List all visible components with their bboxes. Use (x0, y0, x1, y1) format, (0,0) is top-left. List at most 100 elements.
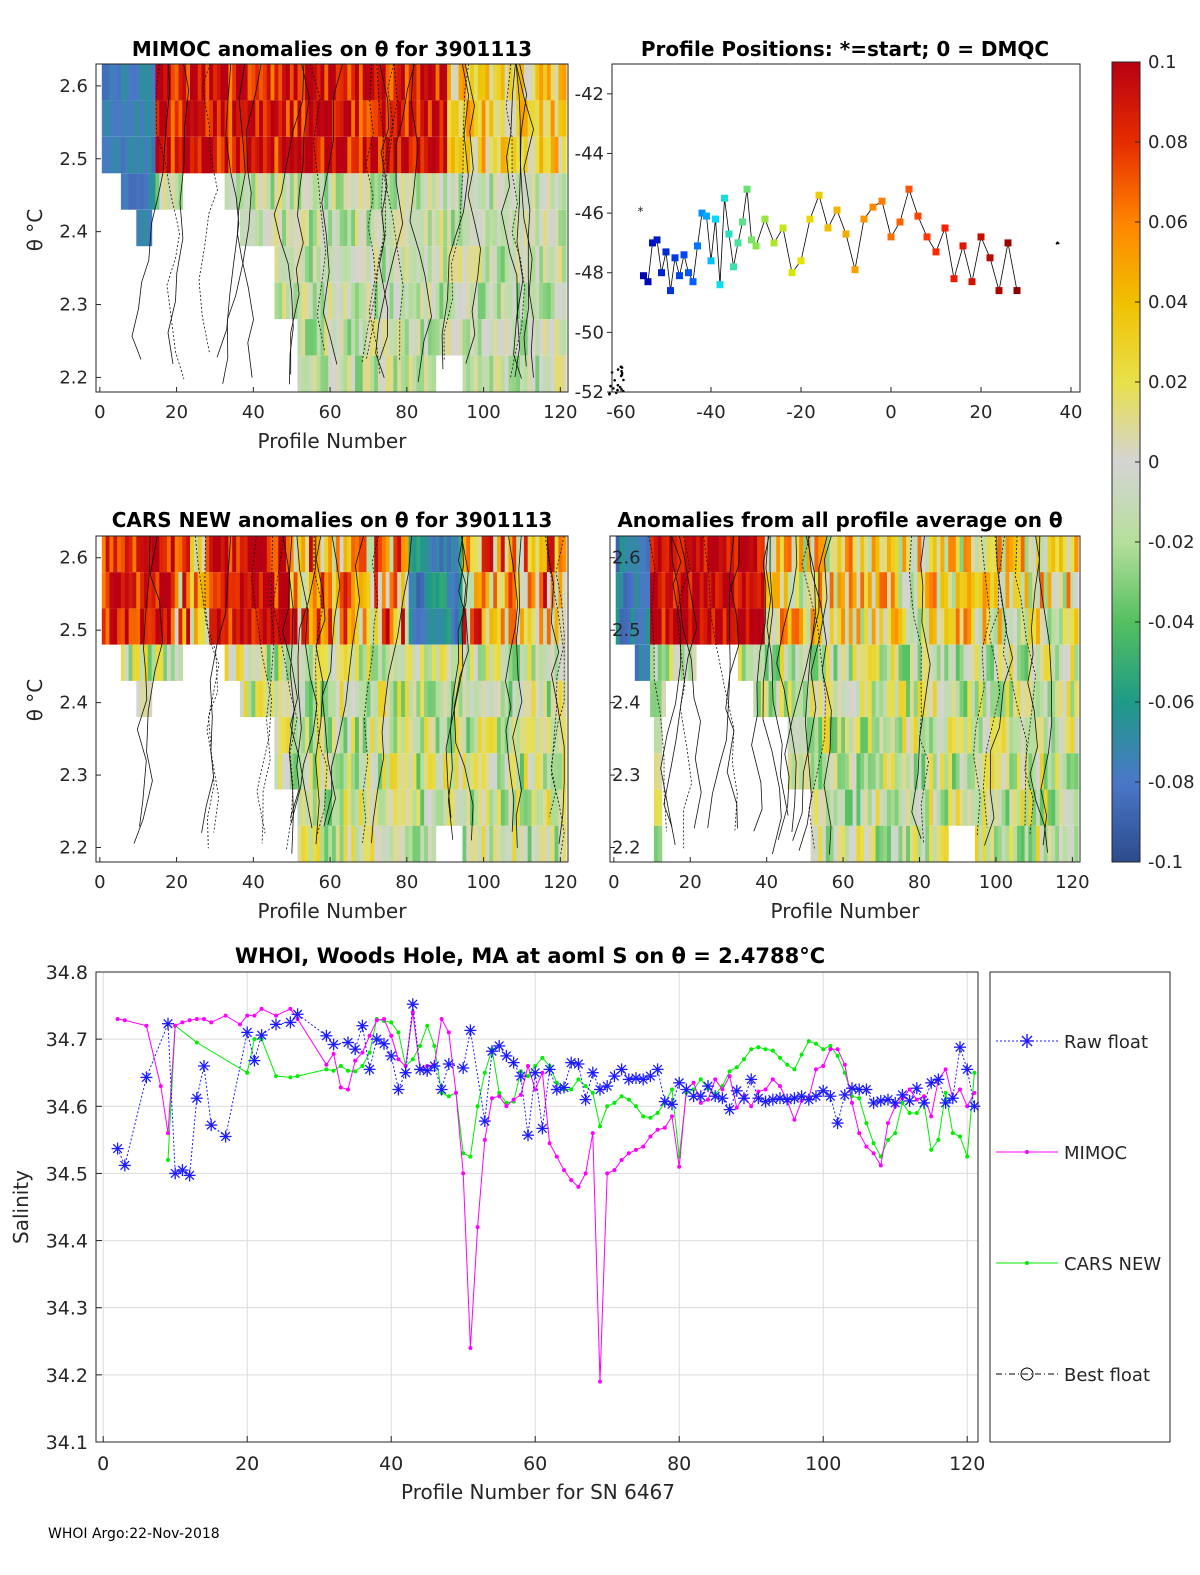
heat-cell (416, 644, 421, 681)
heat-cell (431, 644, 437, 681)
heat-cell (347, 319, 352, 356)
heat-cell (955, 608, 961, 645)
heat-cell (451, 136, 456, 174)
cars-point (569, 1087, 574, 1092)
heat-cell (825, 572, 831, 609)
heat-cell (462, 355, 467, 392)
raw-point (198, 1060, 210, 1072)
heat-cell (293, 246, 298, 283)
heat-cell (504, 282, 510, 320)
raw-point (709, 1090, 722, 1103)
heat-cell (780, 572, 785, 609)
heat-cell (447, 319, 452, 356)
heat-cell (332, 644, 337, 681)
heat-cell (427, 173, 433, 210)
mimoc-point (374, 1018, 379, 1023)
heat-cell (852, 608, 857, 645)
heat-cell (293, 680, 298, 718)
raw-point (824, 1090, 837, 1103)
heat-cell (768, 680, 773, 718)
heat-cell (806, 717, 812, 754)
heat-cell (236, 608, 241, 645)
heat-cell (955, 644, 961, 681)
heat-cell (335, 209, 341, 247)
heat-cell (848, 608, 854, 645)
heat-cell (845, 680, 850, 718)
contour-lines (648, 535, 1053, 855)
mimoc-point (821, 1064, 826, 1068)
cars-point (626, 1097, 631, 1102)
heat-cell (1066, 608, 1071, 645)
heat-cell (408, 355, 414, 392)
heat-cell (520, 825, 525, 862)
heat-cell (128, 64, 133, 101)
heat-cell (316, 608, 322, 645)
heat-cell (109, 136, 114, 174)
heat-cell (389, 136, 394, 174)
heat-cell (190, 64, 195, 101)
heat-cell (795, 572, 800, 609)
heat-cell (546, 644, 552, 681)
heat-cell (477, 319, 483, 356)
heat-cell (535, 64, 540, 101)
heat-cell (485, 209, 490, 247)
heat-cell (347, 355, 352, 392)
heat-cell (347, 282, 352, 320)
heat-cell (109, 608, 114, 645)
heat-cell (833, 680, 838, 718)
heat-cell (366, 753, 371, 790)
mimoc-point (223, 1013, 228, 1018)
heat-cell (481, 246, 487, 283)
heat-cell (374, 789, 379, 826)
cars-point (698, 1077, 703, 1082)
heat-cell (424, 680, 429, 718)
heat-cell (312, 608, 318, 645)
heat-cell (925, 680, 930, 718)
heat-cell (990, 717, 995, 754)
heat-cell (898, 680, 903, 718)
heat-cell (286, 680, 291, 718)
heat-cell (366, 64, 371, 101)
heat-cell (109, 64, 114, 101)
heat-cell (370, 282, 375, 320)
heat-cell (1028, 536, 1033, 573)
heat-cell (910, 753, 915, 790)
heat-cell (776, 536, 781, 573)
heat-cell (741, 572, 747, 609)
contour-line (155, 63, 185, 380)
heat-cell (443, 717, 448, 754)
heat-cell (316, 825, 322, 862)
heat-cell (278, 608, 283, 645)
heat-cell (554, 173, 559, 210)
heat-cell (535, 680, 540, 718)
y-tick-label: -48 (575, 263, 604, 284)
heat-cell (500, 136, 506, 174)
heat-cell (408, 753, 414, 790)
heat-cell (247, 608, 252, 645)
heat-cell (543, 753, 548, 790)
heat-cell (543, 319, 548, 356)
heat-cell (328, 246, 333, 283)
heat-cell (638, 644, 644, 681)
heat-cell (136, 572, 141, 609)
heat-cell (1066, 825, 1071, 862)
heat-cell (197, 64, 203, 101)
heat-cell (550, 282, 556, 320)
heat-cell (328, 717, 333, 754)
heat-cell (477, 355, 483, 392)
mimoc-point (115, 1017, 120, 1021)
heat-cell (239, 136, 245, 174)
heat-cell (512, 572, 517, 609)
heat-cell (982, 572, 987, 609)
raw-point (399, 1066, 412, 1079)
mimoc-point (338, 1085, 343, 1090)
heat-cell (1066, 753, 1071, 790)
heat-cell (424, 173, 429, 210)
heat-cell (871, 789, 877, 826)
heat-cell (259, 536, 264, 573)
heat-cell (917, 608, 922, 645)
heat-cell (167, 536, 172, 573)
heat-cell (278, 209, 283, 247)
heat-cell (810, 572, 815, 609)
